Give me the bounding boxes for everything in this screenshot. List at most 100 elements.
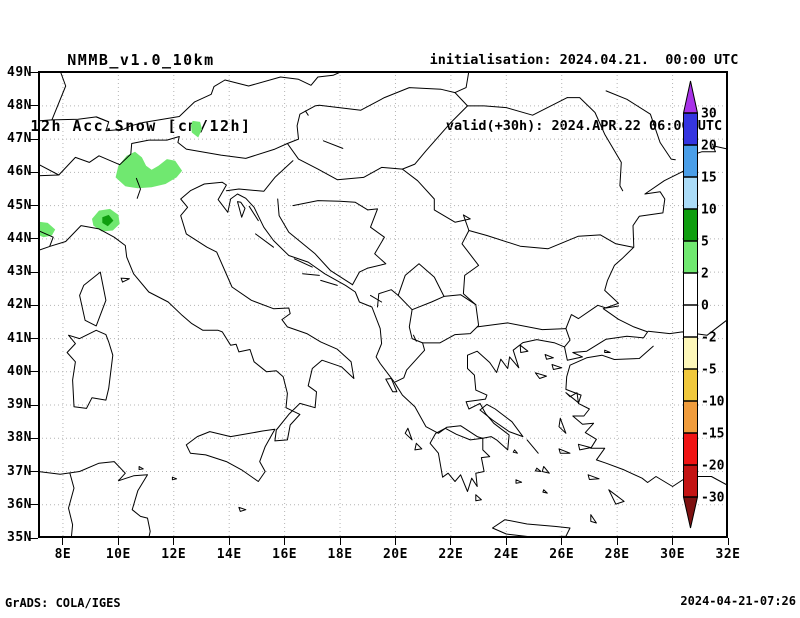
- y-tick: [30, 72, 38, 74]
- country-border: [401, 105, 468, 170]
- y-tick-label: 42N: [7, 297, 32, 313]
- y-tick-label: 41N: [7, 330, 32, 346]
- y-tick-label: 37N: [7, 463, 32, 479]
- colorbar-label: 5: [701, 235, 709, 250]
- colorbar-label: 0: [701, 299, 709, 314]
- coastline: [79, 271, 107, 327]
- country-border: [467, 97, 568, 116]
- colorbar-segment: [683, 177, 698, 209]
- model-title: NMMB_v1.0_10km: [67, 51, 215, 69]
- x-tick-label: 16E: [272, 547, 298, 562]
- x-tick: [561, 538, 563, 545]
- country-border: [292, 200, 369, 211]
- y-tick: [30, 504, 38, 506]
- y-tick: [30, 371, 38, 373]
- colorbar-label: 2: [701, 267, 709, 282]
- y-tick-label: 36N: [7, 496, 32, 512]
- y-tick: [30, 437, 38, 439]
- coastline: [608, 489, 625, 505]
- coastline: [138, 466, 144, 470]
- x-tick-label: 12E: [161, 547, 187, 562]
- country-border: [377, 289, 413, 311]
- country-border: [224, 71, 344, 87]
- coastline: [565, 345, 728, 487]
- lake-outline: [322, 140, 344, 149]
- snow-patch: [115, 151, 183, 189]
- colorbar-over-arrow: [682, 80, 699, 114]
- country-border: [367, 208, 387, 269]
- x-tick: [616, 538, 618, 545]
- country-border: [476, 322, 567, 331]
- coastline: [465, 145, 728, 451]
- y-tick: [30, 537, 38, 539]
- coastline: [320, 279, 338, 286]
- y-tick-label: 47N: [7, 131, 32, 147]
- coastline: [526, 439, 539, 454]
- x-tick-label: 26E: [549, 547, 575, 562]
- coastline: [171, 476, 178, 481]
- colorbar-under-arrow: [682, 496, 699, 529]
- map-canvas: [38, 71, 728, 538]
- x-tick: [394, 538, 396, 545]
- country-border: [422, 326, 478, 344]
- country-border: [277, 198, 353, 286]
- coastline: [534, 467, 542, 472]
- colorbar-label: -30: [701, 491, 725, 506]
- y-tick: [30, 238, 38, 240]
- coastline: [185, 428, 276, 482]
- coastline: [551, 364, 563, 370]
- colorbar-segment: [683, 209, 698, 241]
- coastline: [519, 344, 529, 353]
- country-border: [38, 230, 54, 247]
- coastline: [302, 273, 320, 276]
- y-tick: [30, 205, 38, 207]
- x-tick-label: 10E: [105, 547, 131, 562]
- colorbar-label: 15: [701, 171, 717, 186]
- colorbar-label: -10: [701, 395, 725, 410]
- country-border: [286, 87, 468, 144]
- country-border: [411, 294, 480, 328]
- field-title: 12h Acc.Snow [cm/12h]: [30, 117, 252, 135]
- x-tick: [173, 538, 175, 545]
- y-tick: [30, 304, 38, 306]
- colorbar-label: 10: [701, 203, 717, 218]
- country-border: [38, 136, 288, 177]
- x-tick: [339, 538, 341, 545]
- colorbar-label: -5: [701, 363, 717, 378]
- coastline: [255, 233, 274, 248]
- y-tick: [30, 171, 38, 173]
- x-tick: [450, 538, 452, 545]
- colorbar-segment: [683, 337, 698, 369]
- x-tick: [62, 538, 64, 545]
- country-border: [564, 328, 571, 348]
- country-border: [468, 230, 634, 250]
- coastline: [38, 181, 484, 442]
- coastline: [479, 403, 524, 438]
- x-tick-label: 22E: [438, 547, 464, 562]
- lake-outline: [370, 294, 383, 303]
- x-tick-label: 14E: [216, 547, 242, 562]
- coastline: [404, 427, 413, 441]
- colorbar-label: -2: [701, 331, 717, 346]
- country-border: [397, 263, 445, 297]
- coastline: [587, 474, 600, 480]
- y-tick-label: 45N: [7, 197, 32, 213]
- y-tick: [30, 404, 38, 406]
- x-tick-label: 24E: [493, 547, 519, 562]
- y-tick-label: 44N: [7, 230, 32, 246]
- x-tick-label: 18E: [327, 547, 353, 562]
- coastline: [248, 205, 259, 222]
- colorbar-label: -20: [701, 459, 725, 474]
- y-tick-label: 35N: [7, 530, 32, 545]
- x-tick-label: 20E: [382, 547, 408, 562]
- y-tick-label: 49N: [7, 64, 32, 80]
- country-border: [454, 71, 470, 94]
- coastline: [492, 519, 571, 538]
- x-tick: [727, 538, 729, 545]
- run-info-block: initialisation: 2024.04.21. 00:00 UTC va…: [424, 5, 744, 159]
- lake-outline: [304, 110, 309, 116]
- snow-patch: [102, 214, 114, 227]
- snow-patch: [191, 120, 202, 138]
- colorbar-segment: [683, 305, 698, 337]
- title-block: NMMB_v1.0_10km 12h Acc.Snow [cm/12h]: [16, 5, 266, 159]
